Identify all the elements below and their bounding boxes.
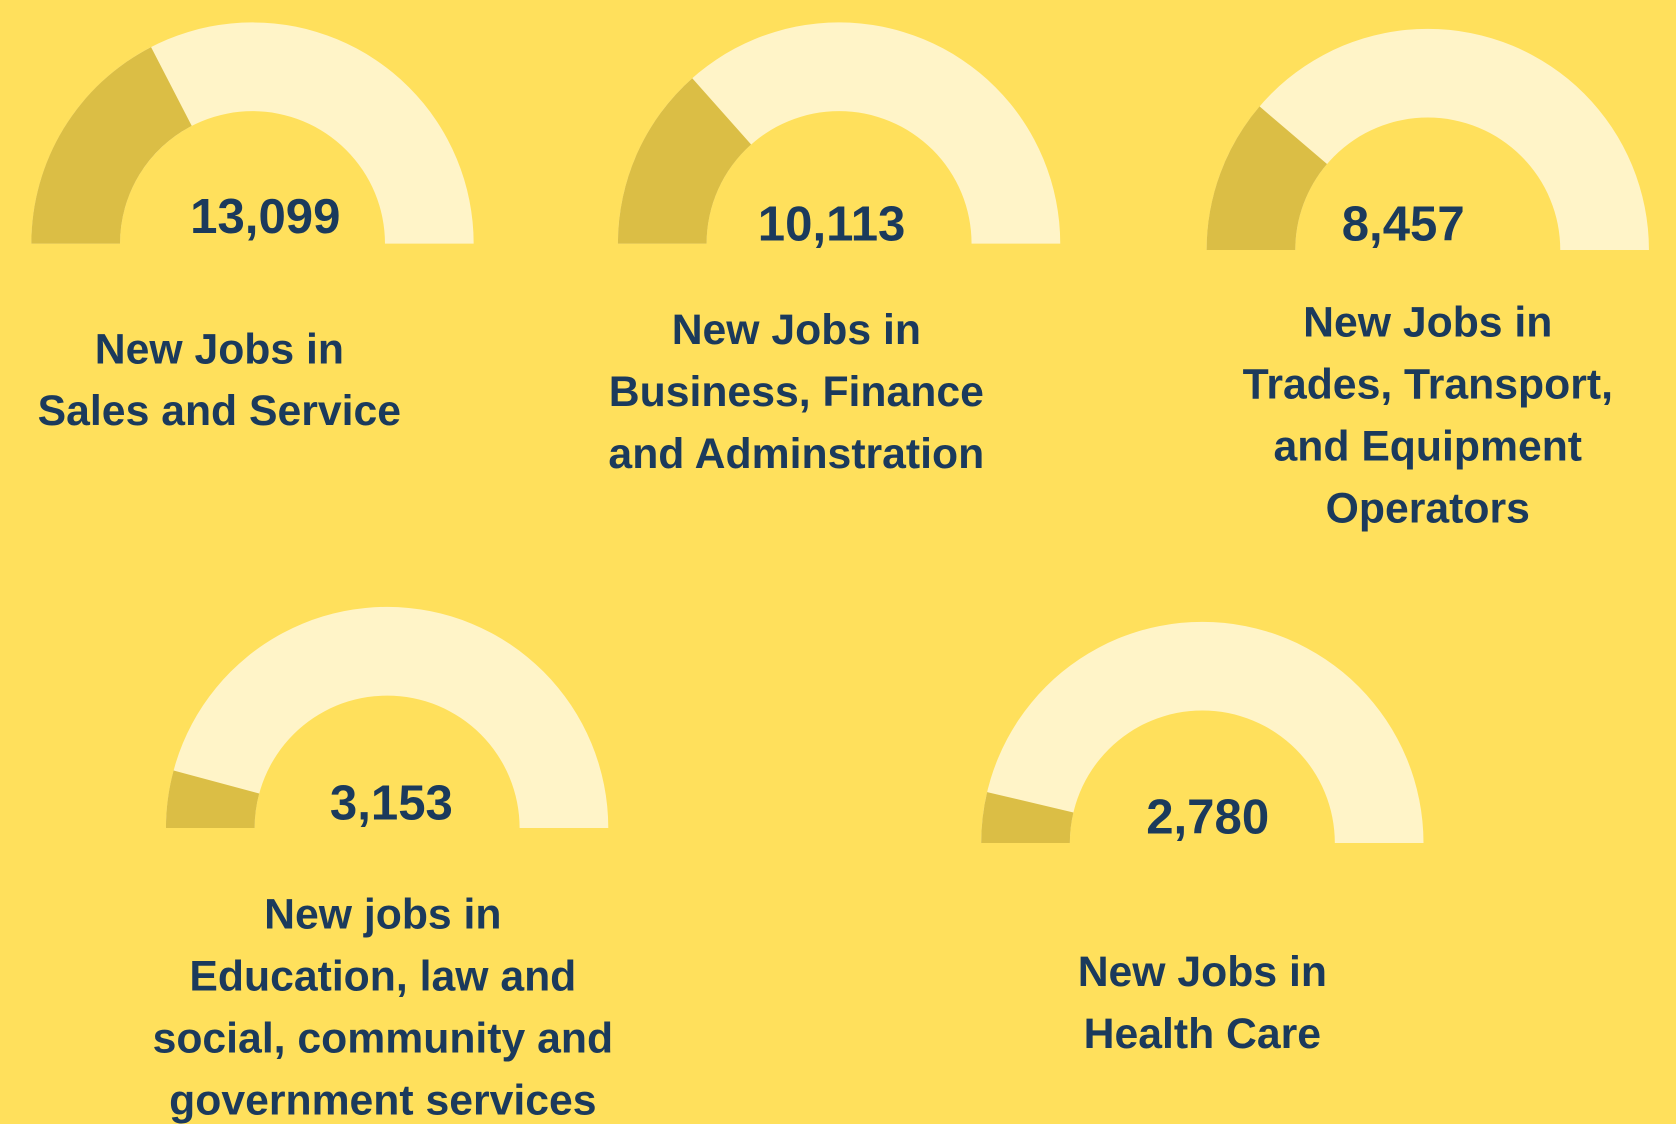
label-line: government services — [169, 1076, 596, 1124]
gauge-fill — [165, 770, 260, 829]
gauge-track — [165, 606, 609, 829]
gauge-track — [617, 22, 1061, 244]
gauge-fill — [617, 78, 752, 244]
label-line: Health Care — [1084, 1010, 1321, 1058]
gauge-value: 10,113 — [758, 197, 906, 251]
gauge-label: New Jobs in Business, Finance and Adminstr… — [608, 306, 984, 478]
gauge-label: New Jobs in Sales and Service — [38, 325, 401, 435]
label-line: Trades, Transport, — [1243, 361, 1613, 409]
label-line: social, community and — [153, 1014, 614, 1062]
gauge-fill — [981, 792, 1074, 843]
label-line: New Jobs in — [95, 325, 344, 373]
gauge-label: New jobs in Education, law and social, com… — [153, 890, 614, 1124]
label-line: Education, law and — [189, 952, 576, 1000]
label-line: and Equipment — [1274, 422, 1583, 470]
gauge-value: 3,153 — [330, 776, 453, 830]
label-line: and Adminstration — [608, 430, 984, 478]
gauge-label: New Jobs in Health Care — [1078, 948, 1327, 1058]
gauge-track — [981, 621, 1424, 843]
label-line: New Jobs in — [672, 306, 921, 354]
label-line: Operators — [1326, 484, 1530, 532]
gauge-value: 13,099 — [190, 190, 340, 244]
gauge-value: 2,780 — [1146, 790, 1269, 844]
gauge-value: 8,457 — [1342, 197, 1465, 251]
label-line: Sales and Service — [38, 387, 401, 435]
gauge-track — [1206, 28, 1649, 251]
label-line: Business, Finance — [609, 368, 984, 416]
gauge-label: New Jobs in Trades, Transport, and Equipme… — [1243, 299, 1613, 533]
gauge-fill — [31, 47, 192, 244]
label-line: New Jobs in — [1303, 299, 1552, 347]
gauge-fill — [1206, 106, 1328, 251]
label-line: New Jobs in — [1078, 948, 1327, 996]
label-line: New jobs in — [264, 890, 501, 938]
